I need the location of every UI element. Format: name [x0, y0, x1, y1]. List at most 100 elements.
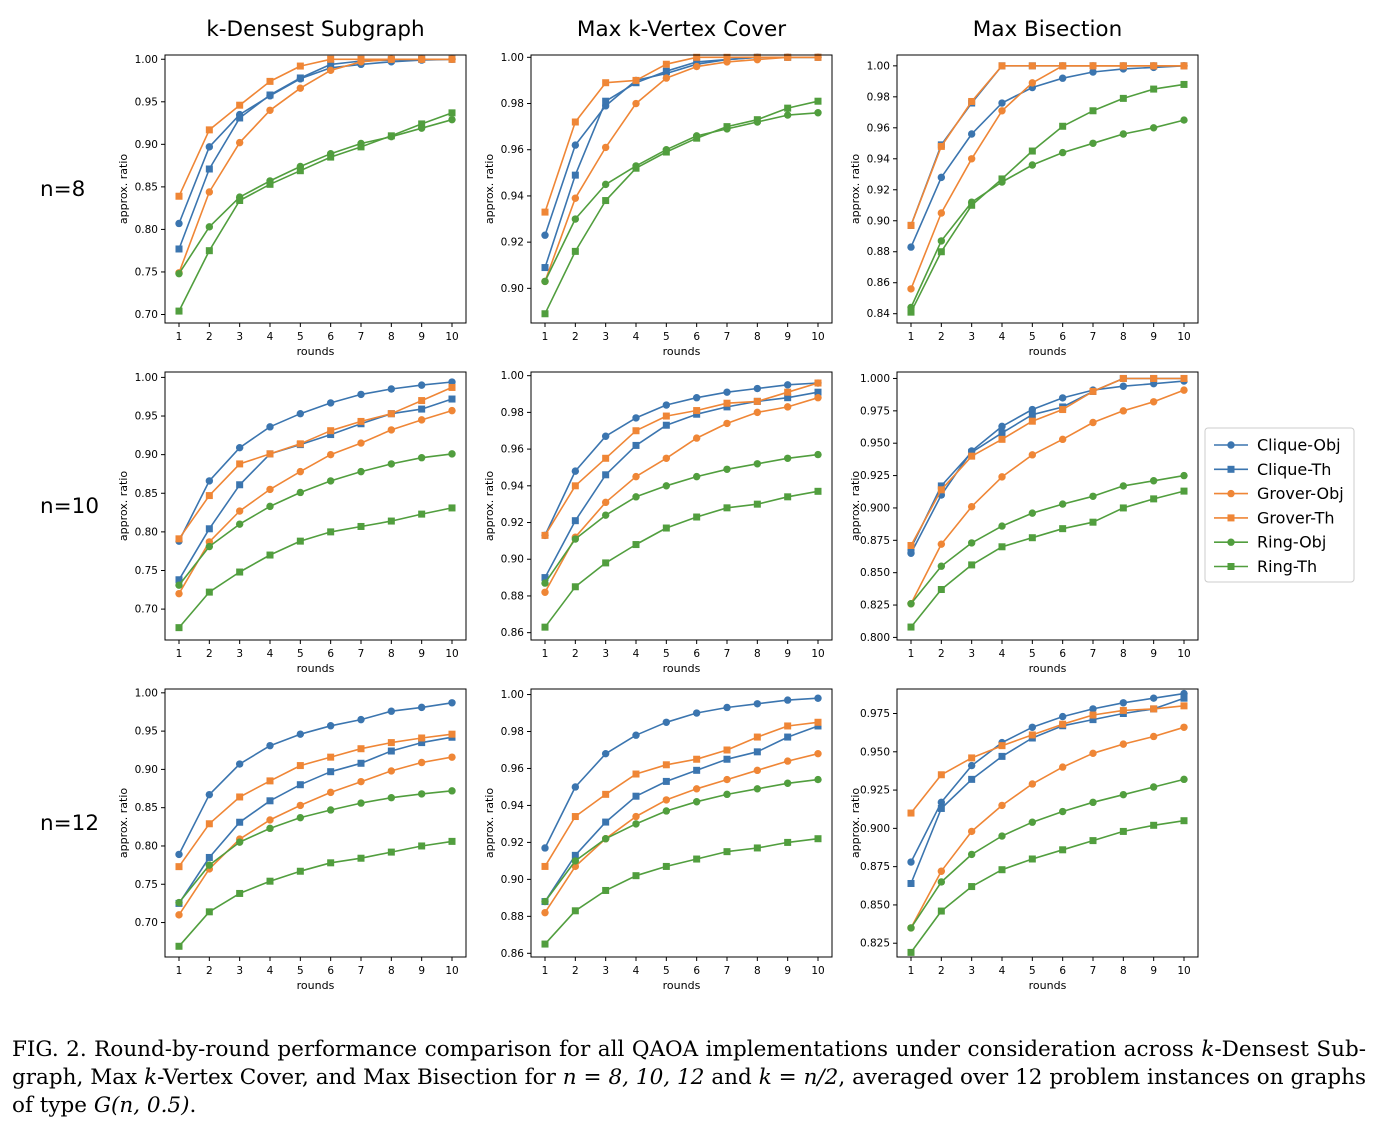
series-line-ring-obj — [544, 778, 819, 903]
x-tick-label: 1 — [176, 965, 183, 977]
data-point-ring-obj — [1149, 477, 1158, 485]
data-point-grover-th — [236, 793, 244, 801]
data-point-grover-obj — [387, 426, 396, 434]
data-point-grover-th — [784, 722, 792, 730]
data-point-ring-obj — [448, 450, 456, 458]
data-point-ring-obj — [753, 460, 762, 468]
data-point-ring-th — [205, 908, 213, 916]
data-point-grover-th — [753, 733, 761, 741]
data-point-clique-th — [998, 429, 1006, 437]
data-point-ring-th — [1119, 94, 1127, 102]
data-point-grover-th — [602, 79, 610, 87]
data-point-ring-th — [1059, 122, 1067, 130]
row-label-1: n=10 — [40, 494, 99, 519]
series-line-grover-obj — [178, 409, 453, 595]
data-point-clique-th — [175, 245, 183, 253]
legend-label-clique-th: Clique-Th — [1257, 460, 1331, 479]
y-tick-label: 0.900 — [860, 823, 890, 835]
data-point-ring-obj — [1058, 807, 1067, 816]
series-line-grover-th — [544, 382, 819, 536]
data-point-clique-obj — [1058, 712, 1067, 721]
series-line-clique-obj — [910, 692, 1185, 863]
data-point-grover-th — [784, 388, 792, 396]
data-point-clique-obj — [1089, 68, 1097, 76]
data-point-ring-obj — [814, 450, 822, 459]
data-point-clique-obj — [326, 399, 335, 407]
data-point-grover-obj — [662, 796, 671, 804]
data-point-ring-th — [693, 513, 701, 521]
panel-r1-c1: 0.86 0.88 0.90 0.92 0.94 0.96 0.98 1.00 1 2 3 4 5 6 7 8… — [483, 370, 833, 675]
legend-marker-ring-obj — [1227, 538, 1235, 546]
data-point-ring-th — [693, 134, 701, 142]
data-point-grover-obj — [417, 758, 426, 767]
data-point-ring-th — [1119, 827, 1127, 835]
data-point-ring-th — [327, 153, 335, 161]
data-point-ring-th — [968, 561, 976, 569]
data-point-clique-th — [814, 388, 822, 396]
x-tick-label: 9 — [1150, 965, 1157, 977]
data-point-ring-obj — [205, 542, 214, 551]
data-point-ring-obj — [1119, 482, 1128, 490]
caption-prefix: FIG. 2. Round-by-round performance compa… — [12, 1037, 1202, 1062]
data-point-grover-th — [662, 761, 670, 769]
data-point-ring-obj — [417, 454, 426, 462]
y-tick-label: 0.850 — [860, 899, 890, 911]
data-point-ring-th — [602, 197, 610, 205]
data-point-grover-th — [907, 541, 915, 549]
figure: k-Densest Subgraph Max k-Vertex Cover Max … — [40, 17, 1355, 992]
x-tick-label: 2 — [938, 648, 945, 660]
data-point-grover-th — [1089, 62, 1097, 70]
data-point-ring-obj — [1089, 492, 1097, 500]
data-point-clique-th — [784, 733, 792, 741]
x-tick-label: 8 — [1120, 331, 1127, 343]
x-tick-label: 9 — [784, 648, 791, 660]
y-tick-label: 0.95 — [135, 96, 158, 108]
data-point-grover-obj — [541, 588, 549, 596]
x-tick-label: 5 — [1029, 331, 1036, 343]
x-tick-label: 2 — [206, 965, 213, 977]
data-point-grover-obj — [326, 66, 335, 75]
column-title-1: Max k-Vertex Cover — [577, 17, 786, 42]
x-axis-label: rounds — [1029, 979, 1067, 992]
x-tick-label: 8 — [754, 965, 761, 977]
data-point-grover-obj — [205, 188, 214, 196]
data-point-grover-th — [296, 762, 304, 770]
series-line-clique-th — [544, 391, 819, 578]
data-point-ring-th — [175, 307, 183, 315]
data-point-grover-th — [1059, 720, 1067, 728]
y-tick-label: 0.92 — [501, 517, 524, 529]
x-tick-label: 10 — [1177, 648, 1190, 660]
data-point-ring-obj — [692, 798, 701, 806]
data-point-clique-th — [693, 58, 701, 66]
x-tick-label: 7 — [1090, 648, 1097, 660]
data-point-clique-obj — [632, 414, 640, 422]
y-axis-label: approx. ratio — [117, 788, 130, 859]
data-point-grover-th — [327, 427, 335, 435]
y-tick-label: 0.92 — [501, 237, 524, 249]
y-tick-label: 0.96 — [501, 144, 525, 156]
y-tick-label: 0.94 — [867, 153, 891, 165]
data-point-grover-th — [541, 531, 549, 539]
data-point-grover-th — [236, 101, 244, 109]
x-tick-label: 2 — [572, 648, 579, 660]
data-point-clique-th — [541, 574, 549, 582]
data-point-ring-th — [602, 559, 610, 567]
caption-part5: , averaged over 12 problem instances on … — [12, 1065, 1367, 1118]
data-point-ring-th — [448, 837, 456, 845]
x-tick-label: 3 — [968, 648, 975, 660]
data-point-ring-obj — [783, 779, 792, 787]
axes-frame — [896, 54, 1199, 324]
data-point-ring-obj — [175, 581, 183, 589]
series-line-ring-th — [910, 490, 1185, 628]
series-line-clique-obj — [910, 65, 1185, 248]
data-point-ring-th — [968, 201, 976, 209]
y-tick-label: 0.90 — [135, 764, 158, 776]
series-line-clique-th — [544, 56, 818, 268]
data-point-ring-th — [1119, 504, 1127, 512]
data-point-ring-th — [571, 583, 579, 591]
series-line-clique-obj — [178, 58, 453, 224]
x-tick-label: 6 — [693, 331, 700, 343]
data-point-ring-obj — [1089, 139, 1097, 148]
data-point-clique-th — [968, 775, 976, 783]
data-point-grover-obj — [967, 502, 976, 511]
